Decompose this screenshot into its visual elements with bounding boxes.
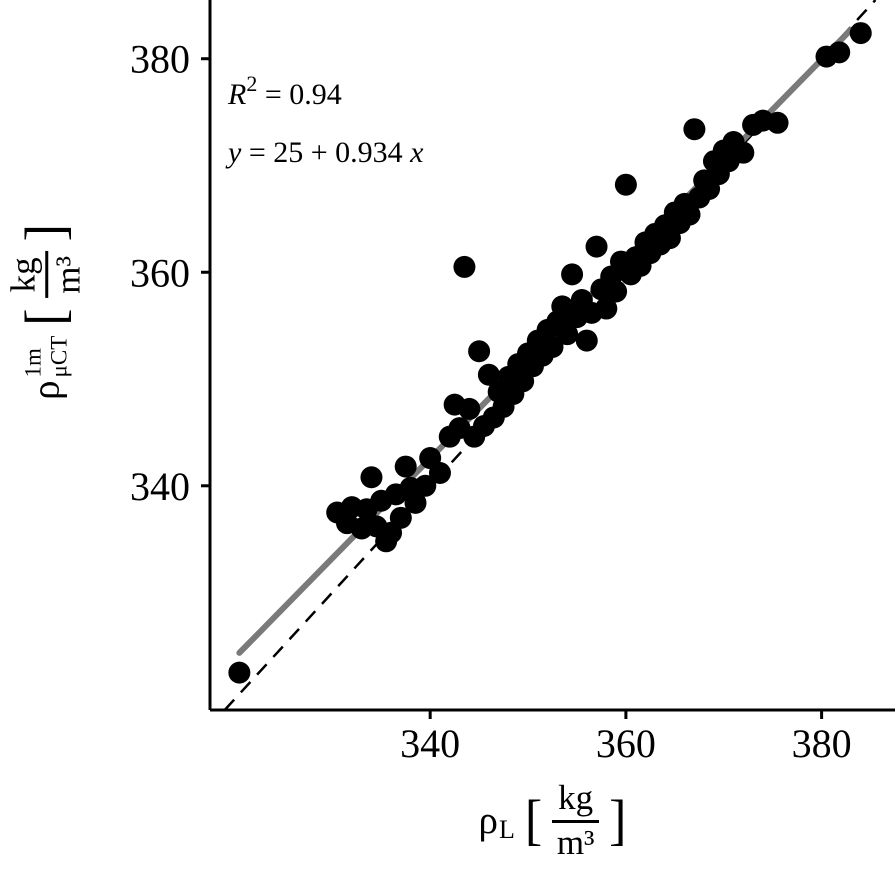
open-bracket: [ [14,308,77,326]
data-point [683,118,706,141]
x-tick-label: 360 [596,721,656,766]
data-point [766,111,789,134]
subscript: μCT [46,335,72,378]
y-tick-label: 380 [130,37,190,82]
data-point [585,235,608,258]
data-point [556,323,579,346]
plot-layers: 340 360 380 340 360 380 [130,0,895,766]
data-point [595,297,618,320]
unit-fraction: kg m³ [3,251,87,299]
data-point [678,203,701,226]
data-point [228,661,251,684]
supsub-stack: 1m μCT [20,335,72,378]
unit-fraction: kg m³ [552,779,600,862]
open-bracket: [ [524,789,543,851]
rho-symbol: ρ [478,799,498,843]
data-point [389,506,412,529]
rho-symbol: ρ [24,380,68,400]
data-point [453,255,476,278]
y-tick-label: 340 [130,464,190,509]
data-point [541,335,564,358]
unit-denominator: m³ [556,822,595,862]
data-point [458,397,481,420]
data-point [477,363,500,386]
r-squared-annotation: R2 = 0.94 [227,71,342,111]
data-point [428,461,451,484]
data-point [468,340,491,363]
data-point [849,22,872,45]
y-axis-label: ρ 1m μCT [ kg m³ ] [3,224,87,400]
close-bracket: ] [609,789,627,851]
data-point [575,329,598,352]
y-tick-label: 360 [130,250,190,295]
data-point [414,474,437,497]
data-point [614,173,637,196]
unit-numerator: kg [552,779,600,823]
data-point [360,466,383,489]
y-axis-symbol: ρ 1m μCT [20,335,72,400]
unit-numerator: kg [3,251,48,299]
close-bracket: ] [14,224,77,242]
data-point [404,491,427,514]
data-point [828,41,851,64]
data-point [732,141,755,164]
x-tick-label: 380 [792,721,852,766]
equation-annotation: y = 25 + 0.934 x [225,136,424,169]
data-point [605,280,628,303]
unit-denominator: m³ [48,256,87,294]
data-point [561,263,584,286]
data-point [394,455,417,478]
superscript: 1m [20,348,46,378]
x-tick-label: 340 [400,721,460,766]
subscript: L [498,814,515,844]
